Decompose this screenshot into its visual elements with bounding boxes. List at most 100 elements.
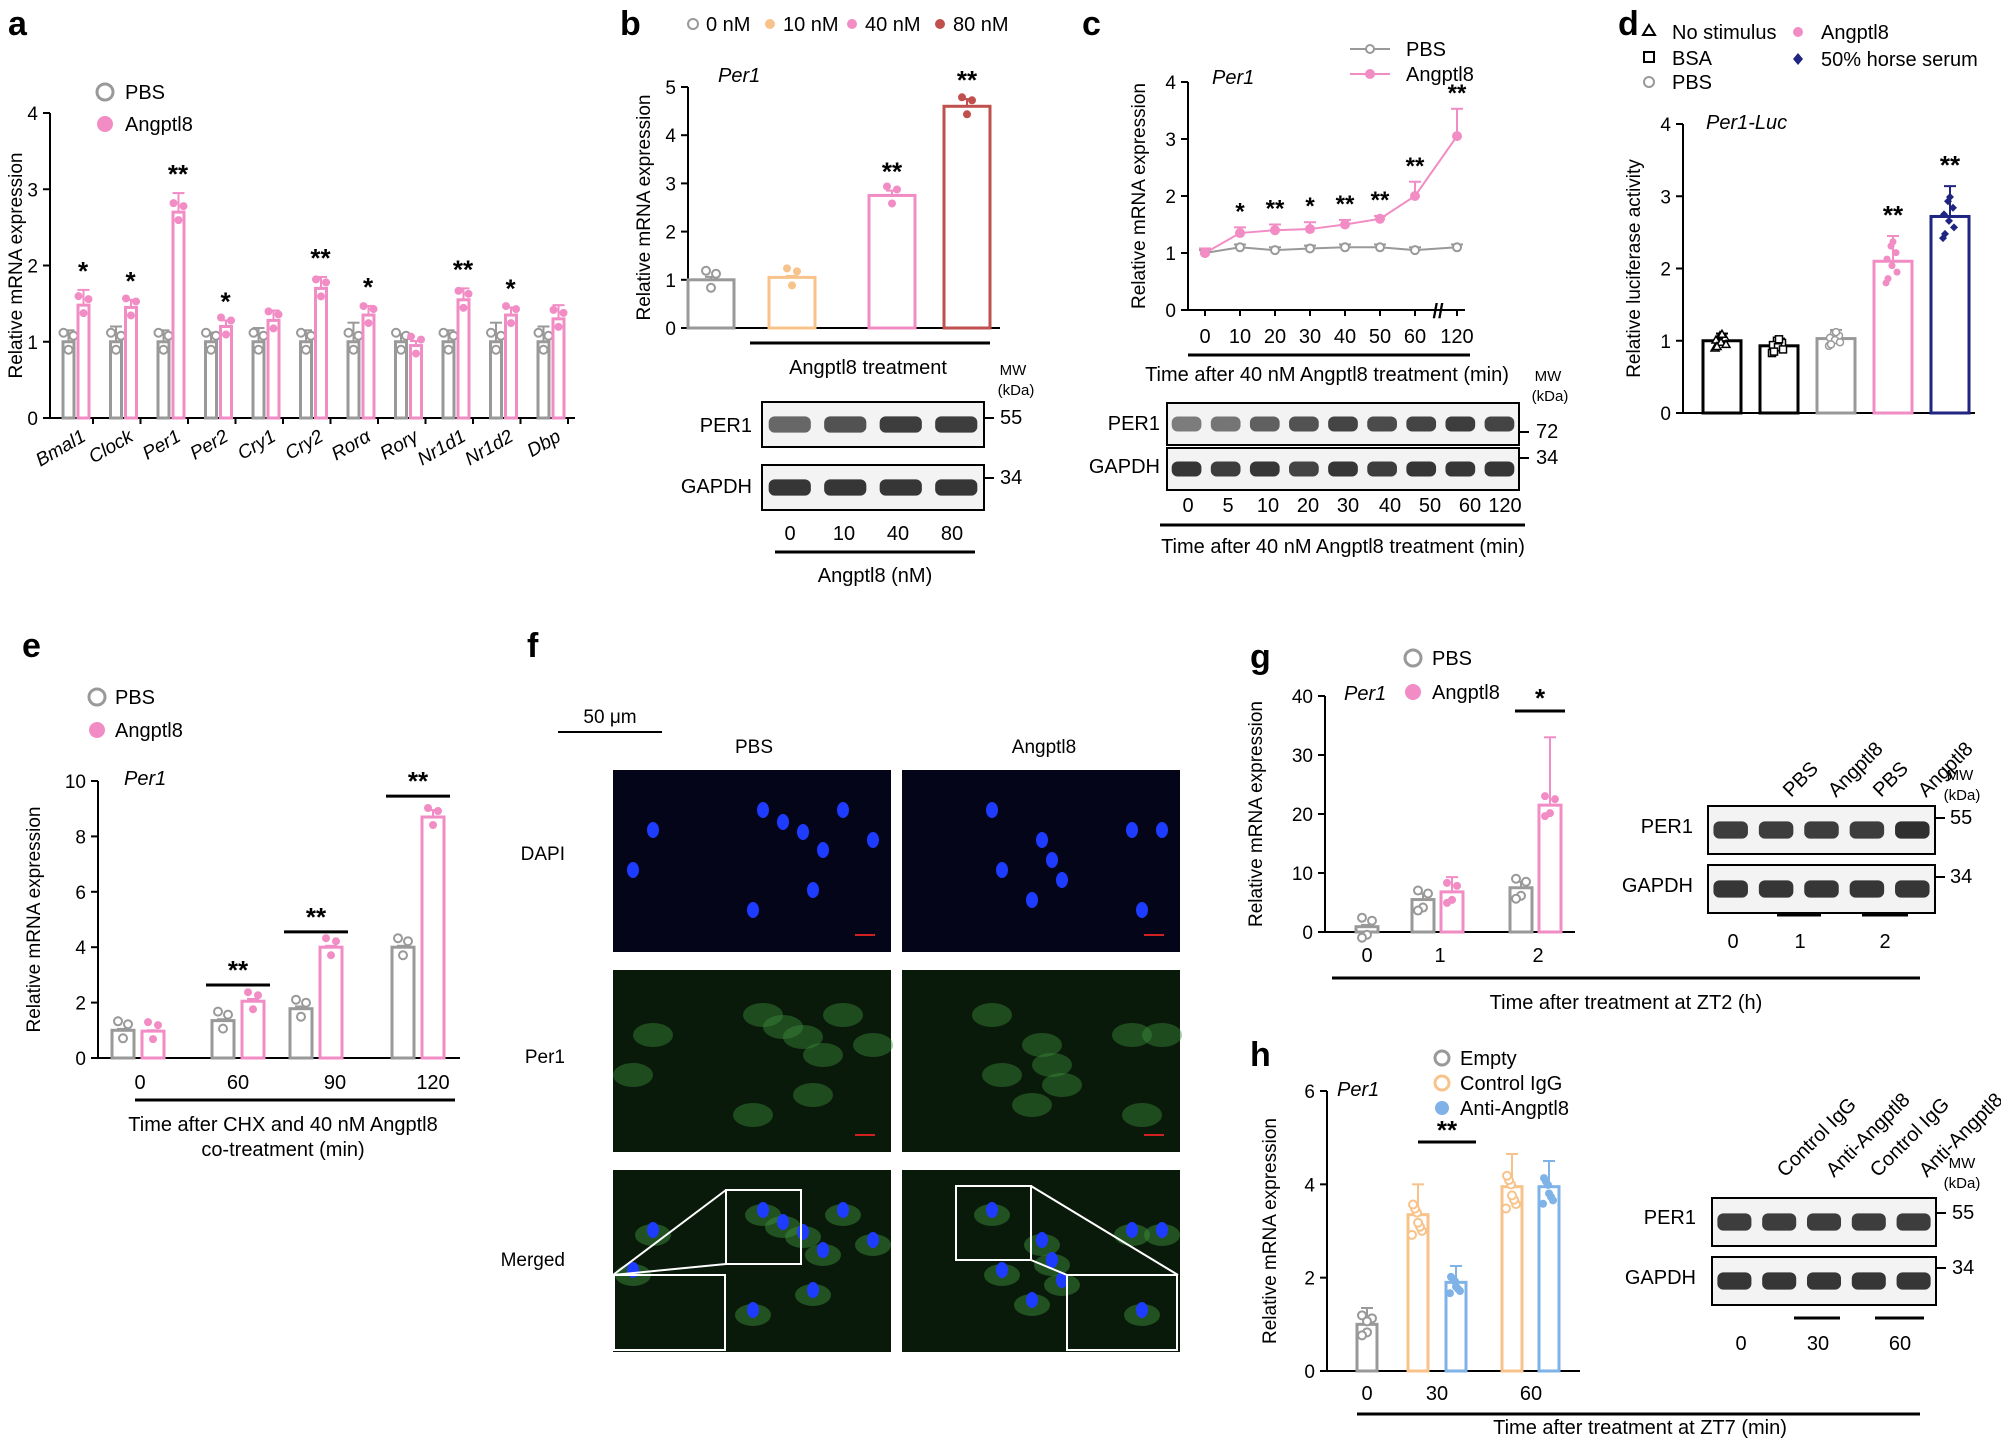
y-tick-label: 2 — [1165, 187, 1176, 208]
blot-band — [1758, 821, 1794, 839]
band-label: GAPDH — [681, 476, 752, 498]
y-tick-label: 4 — [1165, 73, 1176, 94]
mw-value: 34 — [1952, 1257, 1974, 1279]
mw-value: 55 — [1950, 807, 1972, 829]
data-point — [533, 327, 544, 338]
data-point — [1362, 1316, 1372, 1327]
data-point — [1407, 1229, 1417, 1240]
scale-label: 50 μm — [583, 707, 636, 728]
nucleus — [1156, 822, 1168, 838]
data-point — [353, 330, 364, 341]
significance: ** — [228, 955, 249, 985]
data-point — [968, 96, 976, 105]
mw-unit: (kDa) — [1944, 1175, 1981, 1192]
bar-angptl8 — [551, 317, 566, 420]
data-point — [407, 332, 415, 341]
blot-band — [824, 479, 867, 496]
y-tick-label: 1 — [27, 333, 38, 354]
data-point — [1410, 191, 1420, 201]
legend-marker-angptl8 — [1793, 27, 1803, 37]
data-point — [486, 327, 496, 338]
bar-igg — [1500, 1185, 1524, 1373]
legend-marker-angptl8 — [1365, 69, 1375, 79]
blot-band — [879, 479, 922, 496]
cell-stain — [763, 1015, 803, 1039]
y-tick-label: 6 — [1304, 1082, 1315, 1103]
data-point — [549, 305, 558, 314]
significance: ** — [310, 243, 331, 273]
blot-band — [1713, 880, 1748, 898]
significance: ** — [453, 254, 474, 284]
micrograph-per1 — [613, 970, 891, 1152]
lane-group-label: 60 — [1889, 1333, 1911, 1355]
cell-stain — [793, 1083, 833, 1107]
nucleus — [1056, 872, 1068, 888]
row-label: Merged — [501, 1250, 565, 1271]
axis-break: // — [1432, 301, 1444, 323]
data-point — [1521, 876, 1531, 887]
data-point — [1946, 192, 1954, 201]
x-tick-label: 60 — [1520, 1383, 1542, 1405]
legend-marker-angptl8 — [1405, 684, 1421, 700]
data-point — [322, 278, 330, 287]
zoom-line — [612, 1263, 727, 1276]
data-point — [788, 281, 796, 290]
x-tick-label: 0 — [1199, 326, 1210, 348]
x-tick-label: Nr1d1 — [414, 426, 469, 470]
cell-stain — [1122, 1103, 1162, 1127]
legend-marker-pbs — [1403, 648, 1423, 668]
x-tick-label: 0 — [134, 1072, 145, 1094]
blot-band — [1289, 416, 1319, 432]
lane-label: 40 — [887, 523, 909, 545]
data-point — [1413, 905, 1423, 916]
x-tick-label: 0 — [1361, 945, 1372, 967]
data-point — [1340, 242, 1350, 253]
data-point — [1888, 262, 1896, 270]
band-label: PER1 — [1108, 413, 1160, 435]
cell-stain — [1012, 1093, 1052, 1117]
data-point — [1452, 1282, 1460, 1291]
data-point — [169, 199, 178, 208]
legend-marker-bsa — [1643, 51, 1655, 63]
blot-band — [768, 416, 811, 433]
y-tick-label: 2 — [1304, 1269, 1315, 1290]
blot-band — [1851, 1272, 1886, 1290]
blot-band — [879, 416, 922, 433]
bar-anti — [1537, 1185, 1561, 1373]
zoom-line — [1030, 1185, 1179, 1276]
blot-band — [1762, 1213, 1797, 1231]
legend-label: BSA — [1672, 48, 1713, 70]
zoom-line — [612, 1189, 727, 1276]
blot-band — [1210, 416, 1241, 432]
data-point — [127, 311, 135, 320]
bar-angptl8 — [456, 298, 471, 420]
lane-label: 0 — [1182, 495, 1193, 517]
significance: ** — [957, 65, 978, 95]
blot-band — [1328, 416, 1358, 432]
x-tick-label: 1 — [1434, 945, 1445, 967]
data-point — [1945, 216, 1953, 225]
significance: ** — [882, 157, 903, 187]
data-point — [424, 804, 432, 813]
mw-value: 34 — [1950, 866, 1972, 888]
data-point — [396, 344, 406, 355]
significance: ** — [1437, 1115, 1458, 1145]
data-point — [963, 110, 971, 119]
panel-letter: b — [620, 5, 641, 43]
data-point — [111, 344, 121, 355]
data-point — [74, 292, 83, 301]
panel-letter: e — [22, 627, 41, 665]
blot-band — [1367, 461, 1397, 477]
significance: ** — [1448, 80, 1467, 107]
data-point — [116, 330, 126, 341]
panel-letter: f — [527, 627, 539, 665]
panel-e: e PBS Angptl8 0 2 4 6 8 10 Relative mRNA expressi… — [22, 627, 460, 1161]
panel-letter: a — [8, 5, 28, 43]
legend-label: 80 nM — [953, 14, 1009, 36]
cell-stain — [982, 1063, 1022, 1087]
y-tick-label: 8 — [75, 827, 86, 848]
data-point — [332, 937, 340, 946]
inset-frame — [613, 1274, 726, 1351]
lane-label: 60 — [1459, 495, 1481, 517]
data-point — [893, 185, 901, 194]
